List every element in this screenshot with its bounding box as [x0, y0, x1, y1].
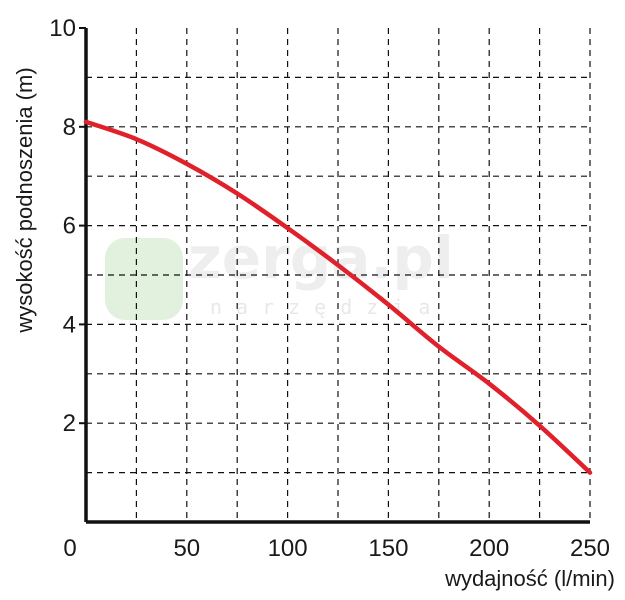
x-tick-label: 50: [173, 535, 200, 562]
grid: [86, 28, 591, 522]
watermark-text: zerga.pl: [188, 224, 454, 292]
x-axis-title: wydajność (l/min): [444, 566, 615, 591]
tick-labels: 0 50 100 150 200 250 2 4 6 8 10: [49, 15, 610, 562]
series-line-pump-curve: [83, 119, 593, 475]
y-tick-label: 10: [49, 15, 76, 42]
series-layer: [83, 119, 593, 475]
x-tick-label: 200: [469, 535, 509, 562]
x-tick-label: 0: [63, 535, 76, 562]
x-tick-label: 250: [570, 535, 610, 562]
axes: [79, 27, 590, 524]
y-tick-label: 4: [63, 311, 76, 338]
x-tick-label: 150: [368, 535, 408, 562]
y-tick-label: 2: [63, 410, 76, 437]
y-tick-label: 6: [63, 213, 76, 240]
y-axis-title: wysokość podnoszenia (m): [12, 67, 37, 333]
watermark: zerga.pl narzędzia: [105, 224, 454, 320]
watermark-logo-mark: [105, 238, 183, 320]
watermark-subtext: narzędzia: [210, 295, 444, 319]
y-tick-label: 8: [63, 114, 76, 141]
x-tick-label: 100: [268, 535, 308, 562]
